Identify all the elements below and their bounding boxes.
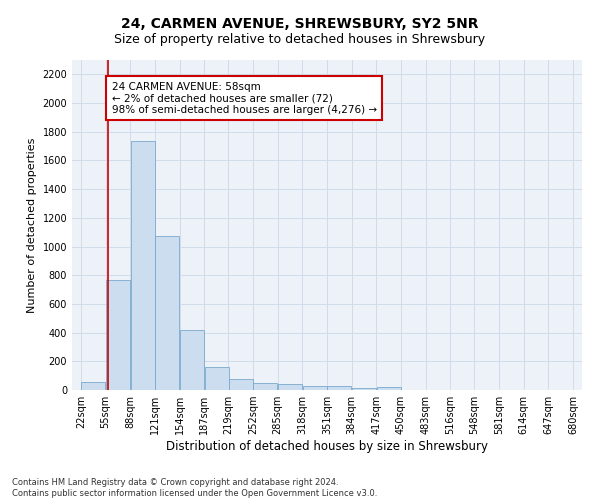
Text: 24 CARMEN AVENUE: 58sqm
← 2% of detached houses are smaller (72)
98% of semi-det: 24 CARMEN AVENUE: 58sqm ← 2% of detached… (112, 82, 377, 114)
Text: Contains HM Land Registry data © Crown copyright and database right 2024.
Contai: Contains HM Land Registry data © Crown c… (12, 478, 377, 498)
Bar (377, 388, 401, 390)
Bar (352, 388, 376, 390)
Bar (155, 236, 179, 390)
Bar (278, 384, 302, 390)
Text: 24, CARMEN AVENUE, SHREWSBURY, SY2 5NR: 24, CARMEN AVENUE, SHREWSBURY, SY2 5NR (121, 18, 479, 32)
Bar (81, 382, 106, 390)
Bar (302, 386, 327, 390)
Bar (180, 330, 204, 390)
Bar (131, 141, 155, 390)
Bar (253, 383, 277, 390)
Bar (327, 386, 352, 390)
Y-axis label: Number of detached properties: Number of detached properties (27, 138, 37, 312)
Bar (229, 378, 253, 390)
X-axis label: Distribution of detached houses by size in Shrewsbury: Distribution of detached houses by size … (166, 440, 488, 453)
Bar (205, 367, 229, 390)
Text: Size of property relative to detached houses in Shrewsbury: Size of property relative to detached ho… (115, 32, 485, 46)
Bar (106, 280, 130, 390)
